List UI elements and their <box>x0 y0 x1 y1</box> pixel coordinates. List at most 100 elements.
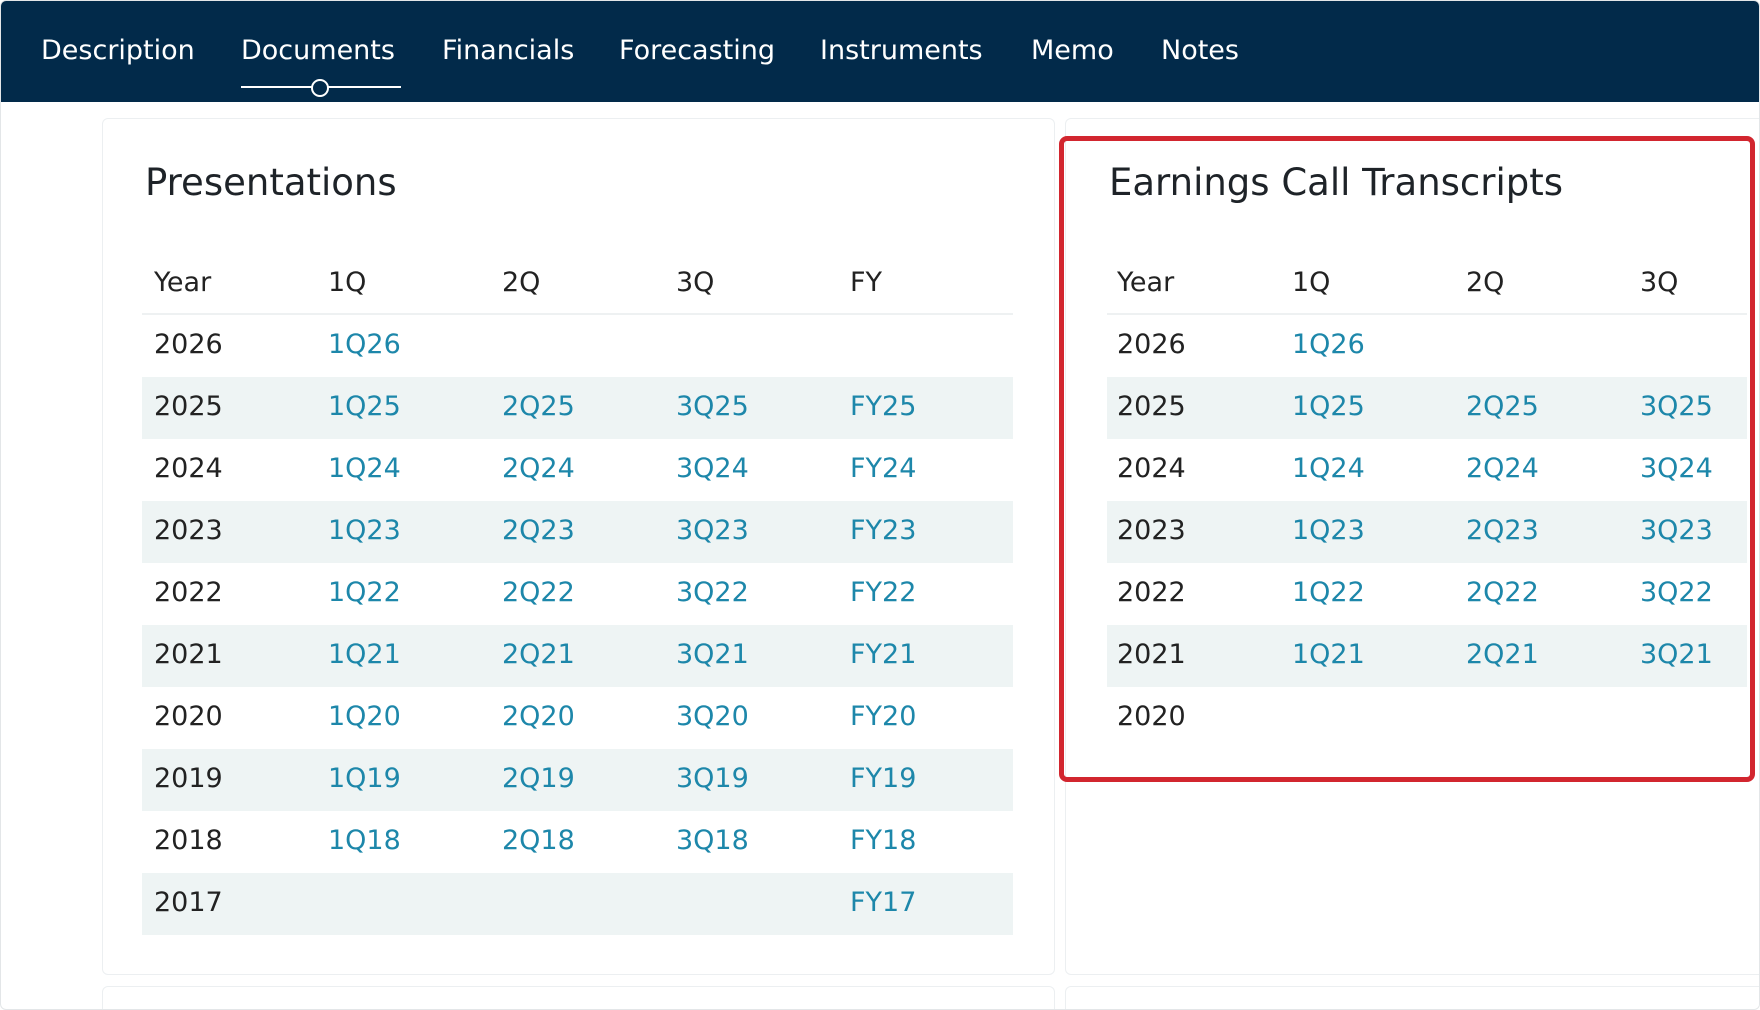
active-indicator <box>311 79 329 97</box>
document-link[interactable]: 2Q20 <box>502 701 575 732</box>
year-cell: 2025 <box>1117 391 1186 422</box>
nav-tab[interactable]: Instruments <box>820 35 983 66</box>
document-link[interactable]: FY23 <box>850 515 917 546</box>
document-link[interactable]: 3Q21 <box>676 639 749 670</box>
document-link[interactable]: 2Q25 <box>1466 391 1539 422</box>
highlight-box <box>1059 136 1755 782</box>
year-cell: 2024 <box>1117 453 1186 484</box>
document-link[interactable]: 3Q22 <box>676 577 749 608</box>
document-link[interactable]: 2Q22 <box>502 577 575 608</box>
document-link[interactable]: 3Q18 <box>676 825 749 856</box>
document-link[interactable]: 1Q23 <box>328 515 401 546</box>
document-link[interactable]: 1Q25 <box>1292 391 1365 422</box>
document-link[interactable]: 2Q24 <box>1466 453 1539 484</box>
column-header: 2Q <box>502 267 541 298</box>
nav-tab[interactable]: Memo <box>1031 35 1114 66</box>
row-stripe <box>1107 501 1747 563</box>
year-cell: 2020 <box>1117 701 1186 732</box>
section-title: Earnings Call Transcripts <box>1109 161 1564 204</box>
nav-tab[interactable]: Financials <box>442 35 575 66</box>
card <box>1065 986 1759 1009</box>
document-link[interactable]: 3Q20 <box>676 701 749 732</box>
year-cell: 2026 <box>1117 329 1186 360</box>
document-link[interactable]: FY17 <box>850 887 917 918</box>
year-cell: 2023 <box>154 515 223 546</box>
document-link[interactable]: 2Q21 <box>502 639 575 670</box>
year-cell: 2021 <box>154 639 223 670</box>
document-link[interactable]: 1Q21 <box>1292 639 1365 670</box>
document-link[interactable]: 2Q19 <box>502 763 575 794</box>
row-stripe <box>142 873 1013 935</box>
column-header: Year <box>1117 267 1175 298</box>
year-cell: 2024 <box>154 453 223 484</box>
column-header: 1Q <box>328 267 367 298</box>
nav-tab[interactable]: Documents <box>241 35 395 66</box>
document-link[interactable]: 1Q22 <box>1292 577 1365 608</box>
document-link[interactable]: 2Q21 <box>1466 639 1539 670</box>
year-cell: 2017 <box>154 887 223 918</box>
document-link[interactable]: FY18 <box>850 825 917 856</box>
column-header: 1Q <box>1292 267 1331 298</box>
document-link[interactable]: 1Q21 <box>328 639 401 670</box>
document-link[interactable]: 3Q21 <box>1640 639 1713 670</box>
year-cell: 2023 <box>1117 515 1186 546</box>
document-link[interactable]: FY20 <box>850 701 917 732</box>
column-header: 2Q <box>1466 267 1505 298</box>
document-link[interactable]: 1Q25 <box>328 391 401 422</box>
document-link[interactable]: 1Q23 <box>1292 515 1365 546</box>
document-link[interactable]: 3Q22 <box>1640 577 1713 608</box>
document-link[interactable]: 3Q24 <box>1640 453 1713 484</box>
document-link[interactable]: 1Q18 <box>328 825 401 856</box>
document-link[interactable]: 2Q23 <box>1466 515 1539 546</box>
column-header: Year <box>154 267 212 298</box>
document-link[interactable]: 1Q26 <box>328 329 401 360</box>
year-cell: 2021 <box>1117 639 1186 670</box>
year-cell: 2025 <box>154 391 223 422</box>
document-link[interactable]: 3Q23 <box>676 515 749 546</box>
year-cell: 2026 <box>154 329 223 360</box>
document-link[interactable]: FY22 <box>850 577 917 608</box>
document-link[interactable]: 3Q24 <box>676 453 749 484</box>
column-header: 3Q <box>676 267 715 298</box>
row-stripe <box>142 377 1013 439</box>
header-divider <box>142 313 1013 315</box>
nav-tab[interactable]: Notes <box>1161 35 1239 66</box>
document-link[interactable]: FY24 <box>850 453 917 484</box>
nav-tab[interactable]: Forecasting <box>619 35 776 66</box>
document-link[interactable]: FY19 <box>850 763 917 794</box>
year-cell: 2020 <box>154 701 223 732</box>
document-link[interactable]: 2Q23 <box>502 515 575 546</box>
column-header: 3Q <box>1640 267 1679 298</box>
row-stripe <box>1107 377 1747 439</box>
section-title: Presentations <box>145 161 397 204</box>
year-cell: 2022 <box>154 577 223 608</box>
document-link[interactable]: FY25 <box>850 391 917 422</box>
row-stripe <box>1107 625 1747 687</box>
document-link[interactable]: 2Q24 <box>502 453 575 484</box>
document-link[interactable]: 2Q25 <box>502 391 575 422</box>
document-link[interactable]: 1Q22 <box>328 577 401 608</box>
document-link[interactable]: 3Q25 <box>676 391 749 422</box>
document-link[interactable]: 1Q26 <box>1292 329 1365 360</box>
row-stripe <box>142 501 1013 563</box>
document-link[interactable]: 1Q24 <box>1292 453 1365 484</box>
document-link[interactable]: 1Q19 <box>328 763 401 794</box>
year-cell: 2019 <box>154 763 223 794</box>
row-stripe <box>142 749 1013 811</box>
document-link[interactable]: 3Q25 <box>1640 391 1713 422</box>
document-link[interactable]: 2Q18 <box>502 825 575 856</box>
document-link[interactable]: 1Q24 <box>328 453 401 484</box>
card <box>102 986 1055 1009</box>
document-link[interactable]: 3Q19 <box>676 763 749 794</box>
nav-bar: Description Documents Financials Forecastin… <box>1 1 1759 102</box>
nav-tab[interactable]: Description <box>41 35 195 66</box>
document-link[interactable]: 1Q20 <box>328 701 401 732</box>
year-cell: 2022 <box>1117 577 1186 608</box>
document-link[interactable]: 3Q23 <box>1640 515 1713 546</box>
year-cell: 2018 <box>154 825 223 856</box>
document-link[interactable]: FY21 <box>850 639 917 670</box>
document-link[interactable]: 2Q22 <box>1466 577 1539 608</box>
column-header: FY <box>850 267 883 298</box>
